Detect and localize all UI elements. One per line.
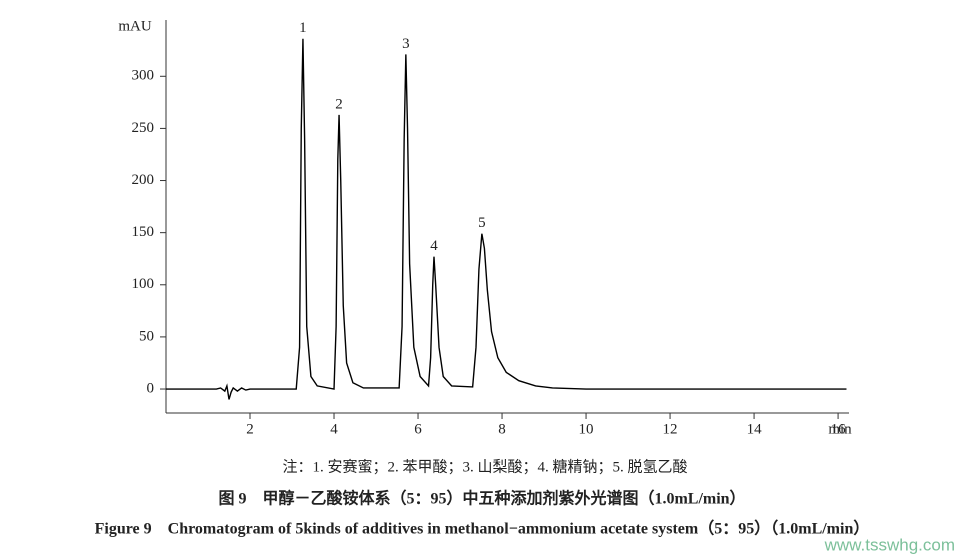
- y-tick-label: 100: [132, 276, 155, 292]
- chart-title: 图 9 甲醇－乙酸铵体系（5：95）中五种添加剂紫外光谱图（1.0mL/min）: [218, 489, 745, 508]
- y-tick-label: 0: [147, 380, 155, 396]
- x-tick-label: 4: [330, 421, 338, 437]
- watermark: www.tsswhg.com: [824, 535, 955, 554]
- x-tick-label: 2: [246, 421, 254, 437]
- y-tick-label: 200: [132, 172, 155, 188]
- x-tick-label: 16: [831, 421, 847, 437]
- trace: [166, 38, 847, 400]
- y-tick-label: 300: [132, 68, 155, 84]
- x-tick-label: 10: [579, 421, 594, 437]
- y-tick-label: 50: [139, 328, 154, 344]
- x-tick-label: 12: [663, 421, 678, 437]
- peak-label: 5: [478, 215, 486, 231]
- chart-subtitle: Figure 9 Chromatogram of 5kinds of addit…: [95, 520, 870, 538]
- y-axis-label: mAU: [118, 18, 152, 34]
- y-tick-label: 250: [132, 120, 155, 136]
- x-axis-label: min: [828, 421, 852, 437]
- x-tick-label: 6: [414, 421, 422, 437]
- x-tick-label: 14: [747, 421, 763, 437]
- peak-label: 1: [299, 20, 307, 36]
- note: 注：1. 安赛蜜；2. 苯甲酸；3. 山梨酸；4. 糖精钠；5. 脱氢乙酸: [282, 458, 687, 475]
- peak-label: 4: [430, 238, 438, 254]
- y-tick-label: 150: [132, 224, 155, 240]
- peak-label: 3: [402, 36, 410, 52]
- peak-label: 2: [335, 96, 343, 112]
- x-tick-label: 8: [498, 421, 506, 437]
